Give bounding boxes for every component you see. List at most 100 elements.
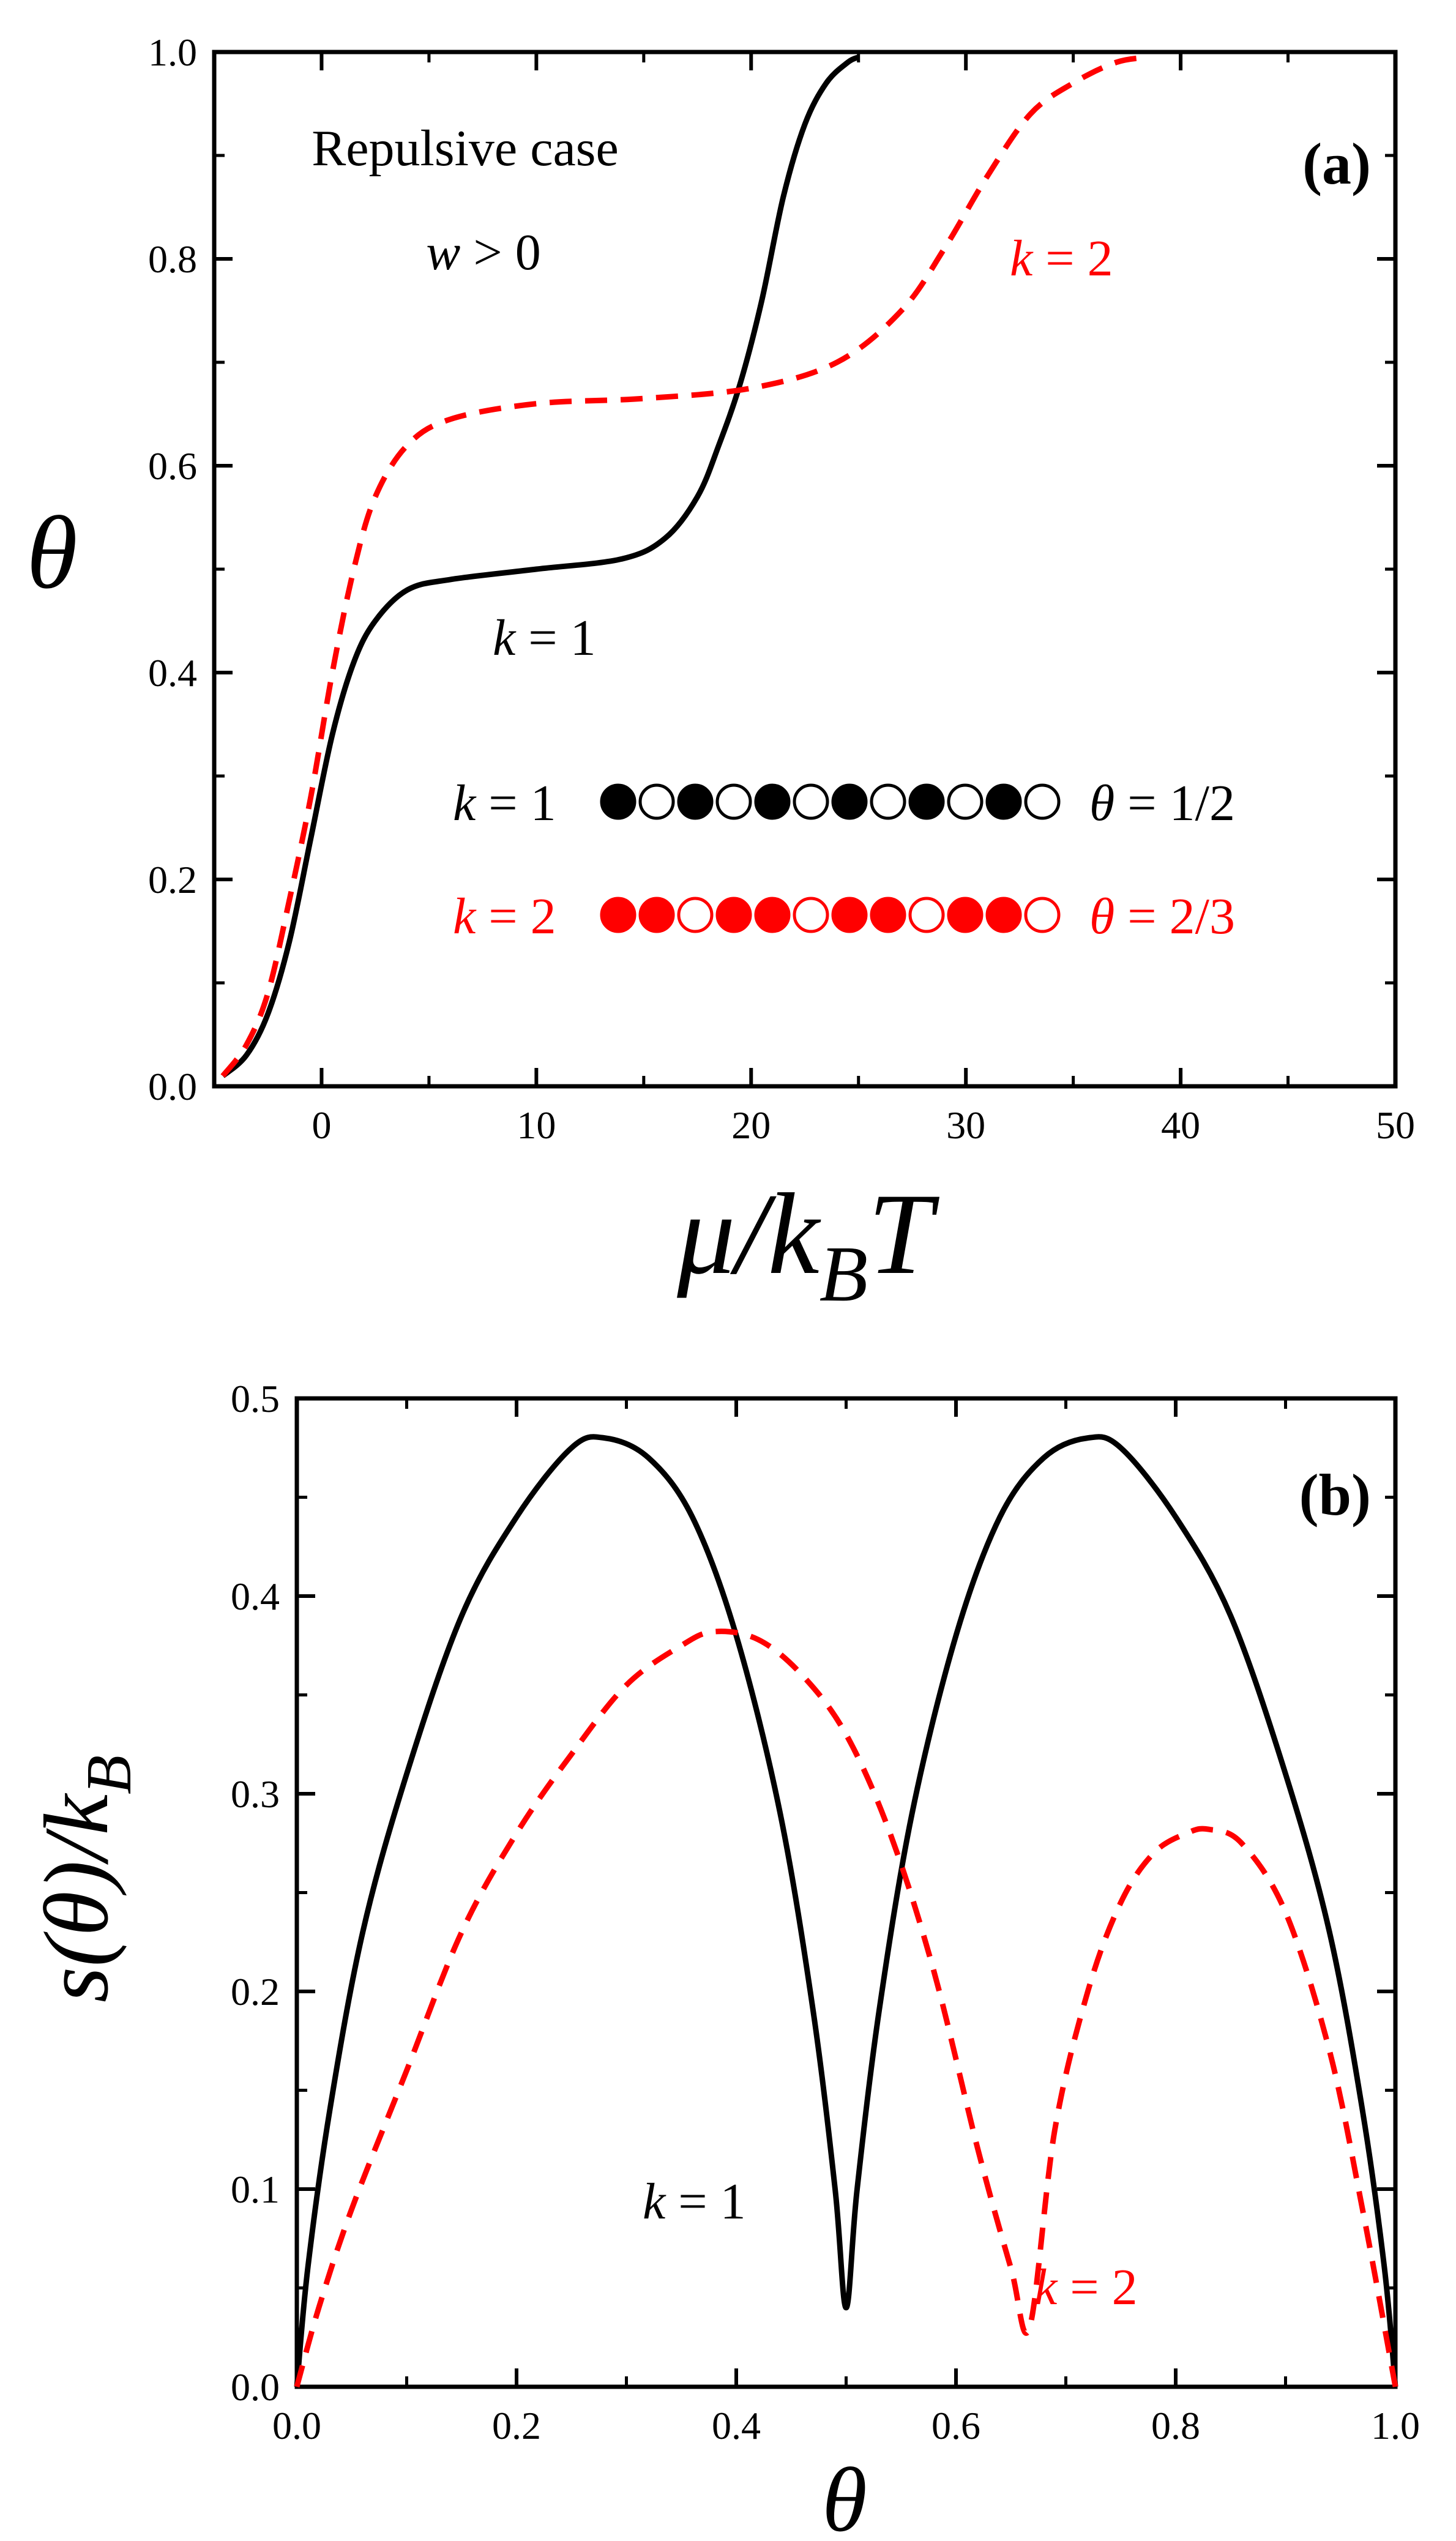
panel-a-ytick-label: 0.6 bbox=[148, 444, 197, 488]
panel-b-k1-rest: = 1 bbox=[665, 2173, 745, 2230]
panel-a-ticks: 0 10 20 30 40 50 0.0 0.2 0.4 0.6 0.8 1.0 bbox=[148, 31, 1415, 1147]
panel-b-ytick-label: 0.3 bbox=[231, 1772, 280, 1816]
panel-a-xtick-label: 40 bbox=[1161, 1103, 1200, 1147]
lattice-site-occupied bbox=[947, 897, 984, 933]
panel-b-ylabel-main: s(θ)/k bbox=[26, 1793, 127, 2003]
panel-a-ytick-label: 1.0 bbox=[148, 31, 197, 74]
panel-a-xlabel-main: μ/k bbox=[676, 1170, 821, 1299]
panel-a-ytick-label: 0.0 bbox=[148, 1065, 197, 1108]
panel-a-series-k1-line bbox=[221, 54, 860, 1078]
panel-a-k2-rest: = 2 bbox=[1032, 230, 1113, 287]
panel-a-k2-var: k bbox=[1010, 230, 1034, 287]
lattice-row-k1-theta-rest: = 1/2 bbox=[1114, 775, 1235, 832]
panel-a-xtick-label: 50 bbox=[1376, 1103, 1415, 1147]
annotation-title: Repulsive case bbox=[312, 120, 619, 177]
panel-b-k1-label: k = 1 bbox=[643, 2173, 746, 2230]
panel-b-curves bbox=[294, 1434, 1398, 2388]
lattice-row-k1-rest: = 1 bbox=[476, 775, 556, 832]
panel-b-xtick-label: 0.6 bbox=[931, 2404, 980, 2447]
panel-b-xtick-label: 0.4 bbox=[712, 2404, 761, 2447]
lattice-site-occupied bbox=[638, 897, 675, 933]
lattice-site-occupied bbox=[754, 897, 791, 933]
lattice-site-occupied bbox=[677, 783, 714, 820]
panel-a-xlabel-sub: B bbox=[819, 1230, 868, 1318]
panel-a: 0 10 20 30 40 50 0.0 0.2 0.4 0.6 0.8 1.0 θ μ/kBT (a… bbox=[26, 31, 1415, 1318]
lattice-site-occupied bbox=[715, 897, 752, 933]
lattice-site-empty bbox=[638, 783, 675, 820]
panel-b-xtick-label: 0.0 bbox=[272, 2404, 321, 2447]
lattice-site-occupied bbox=[870, 897, 906, 933]
lattice-row-k2-var: k bbox=[453, 888, 477, 945]
lattice-site-occupied bbox=[831, 783, 868, 820]
lattice-site-empty bbox=[1024, 897, 1061, 933]
lattice-site-empty bbox=[1024, 783, 1061, 820]
panel-a-k2-label: k = 2 bbox=[1010, 230, 1113, 287]
panel-a-xlabel-tail: T bbox=[868, 1170, 939, 1299]
lattice-row-k2-theta-rest: = 2/3 bbox=[1114, 888, 1235, 945]
annotation-condition-var: w bbox=[426, 224, 460, 281]
panel-a-curves bbox=[220, 54, 1149, 1078]
panel-b-ticks: 0.0 0.2 0.4 0.6 0.8 1.0 0.0 0.1 0.2 0.3 0.4 0.5 bbox=[231, 1377, 1420, 2447]
panel-a-ytick-label: 0.2 bbox=[148, 858, 197, 901]
lattice-site-empty bbox=[793, 897, 829, 933]
lattice-row-k2: k = 2 θ = 2/3 bbox=[453, 888, 1235, 945]
panel-a-k1-label: k = 1 bbox=[493, 610, 596, 666]
panel-b-xtick-label: 0.2 bbox=[492, 2404, 541, 2447]
panel-a-xtick-label: 20 bbox=[731, 1103, 771, 1147]
panel-b-series-k1-line bbox=[294, 1434, 1398, 2387]
lattice-row-k1-var: k bbox=[453, 775, 477, 832]
lattice-row-k1-label: k = 1 bbox=[453, 775, 556, 832]
lattice-row-k1-circles bbox=[600, 783, 1061, 820]
lattice-site-empty bbox=[715, 783, 752, 820]
panel-b-xlabel: θ bbox=[822, 2449, 867, 2541]
lattice-site-occupied bbox=[985, 783, 1022, 820]
lattice-row-k1: k = 1 θ = 1/2 bbox=[453, 775, 1235, 832]
panel-a-ytick-label: 0.4 bbox=[148, 651, 197, 695]
lattice-site-occupied bbox=[985, 897, 1022, 933]
panel-b-ytick-label: 0.2 bbox=[231, 1970, 280, 2013]
panel-a-ytick-label: 0.8 bbox=[148, 237, 197, 281]
panel-a-xlabel: μ/kBT bbox=[676, 1170, 939, 1318]
panel-b-ylabel: s(θ)/kB bbox=[26, 1755, 144, 2002]
lattice-site-empty bbox=[947, 783, 984, 820]
lattice-row-k1-theta: θ = 1/2 bbox=[1089, 775, 1235, 832]
lattice-row-k2-label: k = 2 bbox=[453, 888, 556, 945]
annotation-condition-rest: > 0 bbox=[460, 224, 540, 281]
panel-b: 0.0 0.2 0.4 0.6 0.8 1.0 0.0 0.1 0.2 0.3 0.4 0.5 s(θ… bbox=[26, 1377, 1420, 2541]
lattice-site-empty bbox=[870, 783, 906, 820]
lattice-site-occupied bbox=[831, 897, 868, 933]
lattice-site-occupied bbox=[754, 783, 791, 820]
lattice-row-k2-rest: = 2 bbox=[476, 888, 556, 945]
panel-b-label: (b) bbox=[1299, 1462, 1371, 1528]
annotation-condition: w > 0 bbox=[426, 224, 540, 281]
panel-a-series-k2-line bbox=[220, 54, 1149, 1078]
panel-b-k1-var: k bbox=[643, 2173, 666, 2230]
panel-b-ytick-label: 0.0 bbox=[231, 2365, 280, 2409]
panel-a-k1-var: k bbox=[493, 610, 517, 666]
panel-b-k2-var: k bbox=[1034, 2259, 1058, 2316]
lattice-site-occupied bbox=[600, 783, 637, 820]
panel-b-xtick-label: 0.8 bbox=[1151, 2404, 1200, 2447]
panel-a-xtick-label: 10 bbox=[517, 1103, 556, 1147]
lattice-site-empty bbox=[677, 897, 714, 933]
panel-a-label: (a) bbox=[1302, 131, 1371, 196]
panel-b-ylabel-sub: B bbox=[73, 1755, 144, 1794]
panel-b-series-k2-line bbox=[294, 1629, 1398, 2388]
lattice-site-empty bbox=[793, 783, 829, 820]
lattice-row-k2-circles bbox=[600, 897, 1061, 933]
panel-b-xtick-label: 1.0 bbox=[1371, 2404, 1420, 2447]
lattice-site-empty bbox=[908, 897, 945, 933]
panel-a-xtick-label: 30 bbox=[946, 1103, 985, 1147]
panel-b-k2-rest: = 2 bbox=[1057, 2259, 1137, 2316]
panel-b-ytick-label: 0.1 bbox=[231, 2168, 280, 2211]
lattice-site-occupied bbox=[908, 783, 945, 820]
panel-b-k2-label: k = 2 bbox=[1034, 2259, 1138, 2316]
panel-b-ytick-label: 0.5 bbox=[231, 1377, 280, 1420]
lattice-row-k1-theta-var: θ bbox=[1089, 775, 1114, 832]
lattice-row-k2-theta-var: θ bbox=[1089, 888, 1114, 945]
panel-a-k1-rest: = 1 bbox=[515, 610, 595, 666]
panel-a-ylabel: θ bbox=[26, 495, 78, 610]
lattice-row-k2-theta: θ = 2/3 bbox=[1089, 888, 1235, 945]
panel-b-frame bbox=[294, 1396, 1398, 2389]
